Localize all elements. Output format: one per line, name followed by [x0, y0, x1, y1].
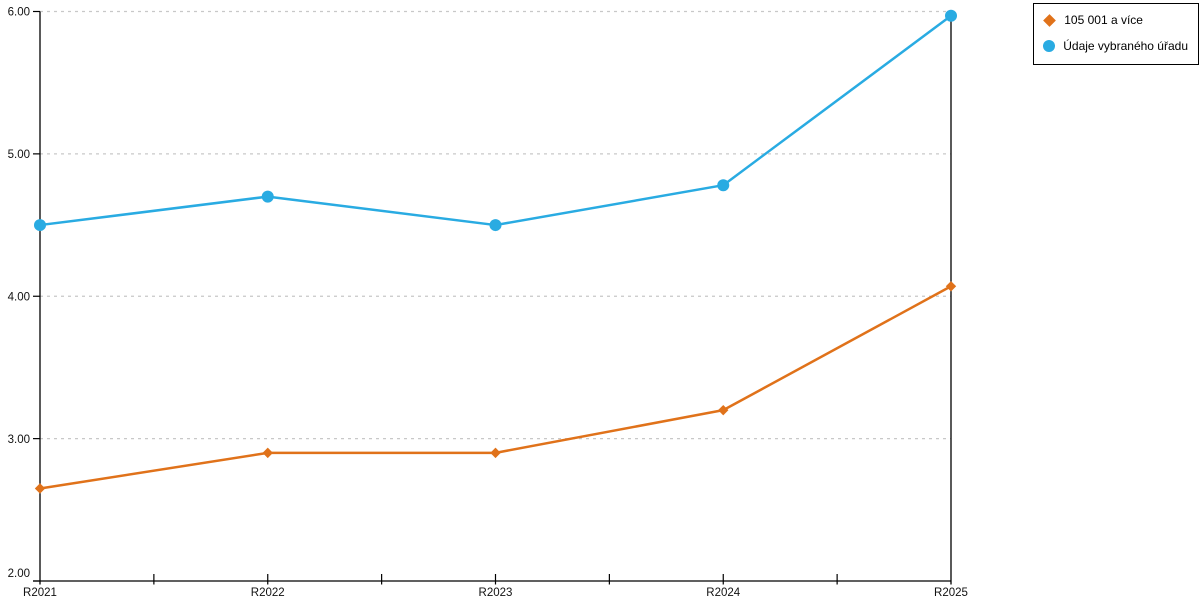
- y-tick-label: 5.00: [8, 149, 30, 161]
- legend-entry-udaje-vybraneho-uradu[interactable]: Údaje vybraného úřadu: [1043, 39, 1188, 55]
- y-tick-label: 2.00: [8, 568, 30, 580]
- series-line-diamond: [39, 285, 952, 490]
- x-tick-label: R2021: [23, 587, 57, 599]
- x-tick-label: R2022: [251, 587, 285, 599]
- circle-marker-icon: [1043, 40, 1056, 53]
- diamond-marker-icon: [1043, 14, 1057, 28]
- data-point-diamond[interactable]: [262, 447, 273, 459]
- x-tick-label: R2025: [934, 587, 968, 599]
- data-point-circle[interactable]: [945, 9, 957, 22]
- data-point-diamond[interactable]: [945, 281, 957, 292]
- y-tick-label: 3.00: [8, 434, 30, 446]
- x-tick-label: R2024: [706, 587, 740, 599]
- data-point-circle[interactable]: [489, 219, 502, 232]
- data-point-circle[interactable]: [261, 190, 274, 203]
- legend-label: 105 001 a více: [1064, 13, 1143, 27]
- x-tick-label: R2023: [479, 587, 513, 599]
- data-point-circle[interactable]: [717, 179, 730, 192]
- data-point-diamond[interactable]: [34, 483, 46, 494]
- data-point-diamond[interactable]: [490, 447, 501, 459]
- data-point-diamond[interactable]: [718, 404, 729, 416]
- chart-legend: 105 001 a více Údaje vybraného úřadu: [1033, 3, 1199, 66]
- legend-label: Údaje vybraného úřadu: [1063, 38, 1188, 53]
- legend-entry-105001-a-vice[interactable]: 105 001 a více: [1043, 13, 1188, 29]
- data-point-circle[interactable]: [34, 219, 46, 232]
- series-line-circle: [39, 14, 952, 227]
- y-tick-label: 6.00: [8, 7, 30, 19]
- y-tick-label: 4.00: [8, 291, 30, 303]
